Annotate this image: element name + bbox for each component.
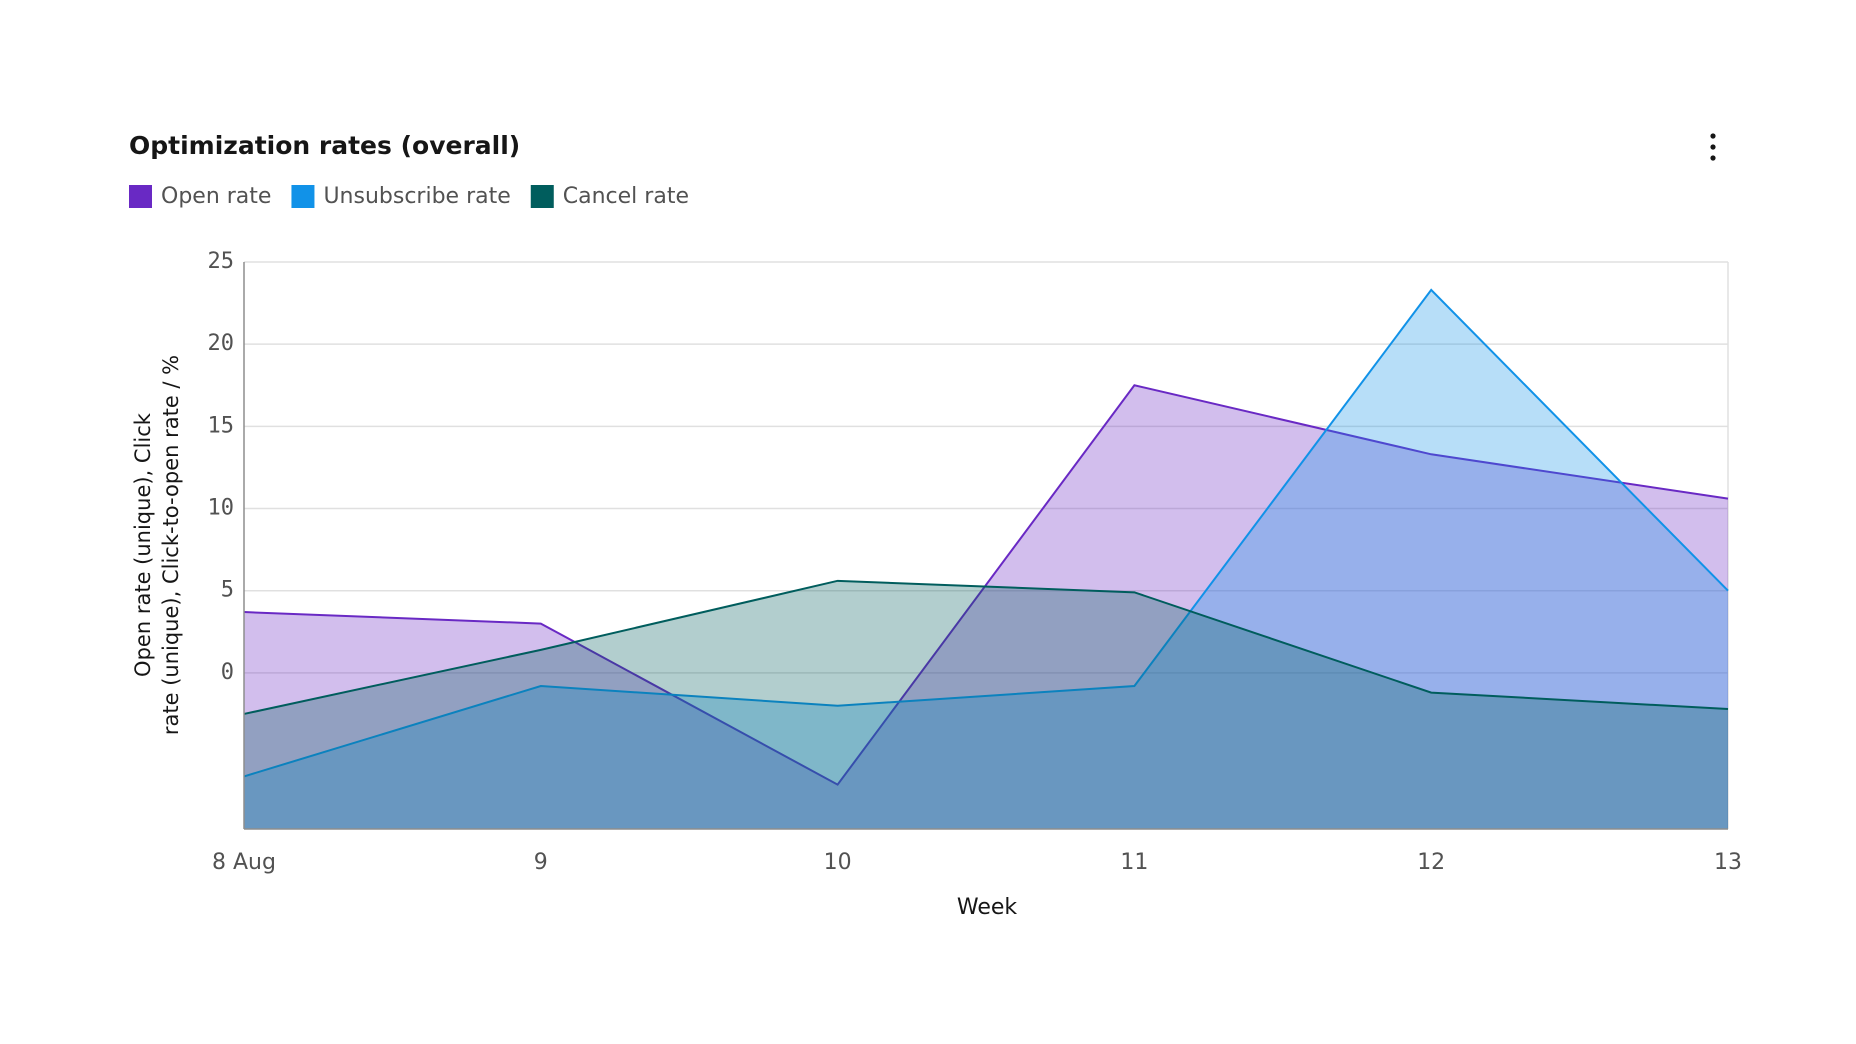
x-tick-label: 13 bbox=[1714, 850, 1742, 875]
y-tick-label: 20 bbox=[208, 331, 235, 356]
overflow-menu[interactable] bbox=[1710, 133, 1716, 161]
y-tick-label: 25 bbox=[208, 249, 235, 274]
series-line bbox=[243, 384, 1729, 786]
area-fill bbox=[244, 385, 1728, 829]
legend-swatch bbox=[530, 185, 554, 208]
chart-title: Optimization rates (overall) bbox=[129, 131, 520, 160]
x-tick-label: 12 bbox=[1417, 850, 1445, 875]
x-tick-label: 10 bbox=[824, 850, 852, 875]
legend-label: Unsubscribe rate bbox=[323, 184, 510, 209]
y-tick-label: 5 bbox=[221, 578, 234, 603]
x-axis-label: Week bbox=[957, 895, 1018, 920]
legend-swatch bbox=[129, 185, 152, 208]
area-fill bbox=[244, 289, 1728, 830]
legend-label: Cancel rate bbox=[563, 184, 689, 209]
area-fill bbox=[244, 580, 1728, 829]
x-tick-label: 8 Aug bbox=[212, 850, 276, 875]
series-line bbox=[243, 288, 1729, 778]
x-tick-label: 11 bbox=[1120, 850, 1148, 875]
series-line bbox=[243, 579, 1729, 715]
y-tick-label: 15 bbox=[208, 413, 235, 438]
legend-label: Open rate bbox=[161, 184, 271, 209]
menu-dot bbox=[1710, 144, 1716, 150]
menu-dot bbox=[1710, 155, 1716, 161]
x-tick-label: 9 bbox=[534, 850, 548, 875]
legend-swatch bbox=[291, 185, 315, 208]
y-tick-label: 0 bbox=[221, 660, 234, 685]
y-axis-label: Open rate (unique), Click rate (unique), … bbox=[131, 355, 183, 735]
y-tick-label: 10 bbox=[208, 496, 235, 521]
menu-dot bbox=[1710, 133, 1716, 139]
